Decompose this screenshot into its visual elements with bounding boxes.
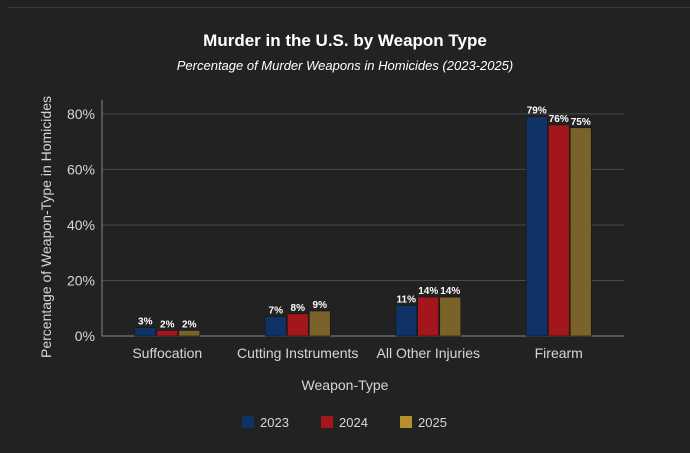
data-label: 11% [397, 294, 417, 305]
bar-2023-cutting-instruments [264, 316, 287, 337]
data-label: 7% [269, 306, 284, 317]
data-label: 3% [138, 317, 153, 328]
bar-2025-cutting-instruments [308, 310, 331, 337]
chart-title: Murder in the U.S. by Weapon Type [203, 31, 487, 50]
y-tick-label: 60% [67, 161, 95, 177]
data-label: 14% [418, 286, 438, 297]
data-label: 75% [571, 117, 591, 128]
bar-2023-suffocation [134, 327, 157, 337]
data-labels: 3% 2% 2%7% 8% 9%11%14% 14%79%76% 75% [138, 106, 591, 331]
chart-subtitle: Percentage of Murder Weapons in Homicide… [177, 58, 514, 73]
y-tick-label: 20% [67, 272, 95, 288]
bar-2023-firearm [525, 116, 548, 337]
y-tick-label: 40% [67, 217, 95, 233]
y-tick-label: 80% [67, 106, 95, 122]
x-axis-title: Weapon-Type [302, 377, 389, 393]
bar-2025-suffocation [178, 330, 201, 337]
legend-swatch-2025 [400, 416, 412, 428]
data-label: 14% [440, 286, 460, 297]
y-axis-title: Percentage of Weapon-Type in Homicides [38, 96, 54, 358]
data-label: 79% [527, 106, 547, 117]
bar-2023-all-other-injuries [395, 305, 418, 337]
legend-label-2025: 2025 [418, 415, 447, 430]
bars [134, 116, 592, 337]
y-axis-ticks: 0% 20% 40% 60% 80% [67, 106, 95, 344]
legend-swatch-2023 [242, 416, 254, 428]
x-tick-label: Cutting Instruments [237, 345, 358, 361]
bar-2025-firearm [569, 127, 592, 337]
bar-2025-all-other-injuries [439, 296, 462, 337]
legend: 2023 2024 2025 [242, 415, 447, 430]
x-tick-label: All Other Injuries [377, 345, 480, 361]
legend-label-2023: 2023 [260, 415, 289, 430]
bar-2024-all-other-injuries [417, 296, 440, 337]
x-tick-label: Suffocation [132, 345, 202, 361]
x-axis-ticks: Suffocation Cutting Instruments All Other … [132, 345, 583, 361]
data-label: 9% [313, 300, 328, 311]
legend-label-2024: 2024 [339, 415, 368, 430]
data-label: 76% [549, 114, 569, 125]
data-label: 8% [291, 303, 306, 314]
top-divider [8, 7, 690, 8]
y-tick-label: 0% [75, 328, 95, 344]
bar-2024-cutting-instruments [286, 313, 309, 337]
legend-swatch-2024 [321, 416, 333, 428]
bar-2024-suffocation [156, 330, 179, 337]
data-label: 2% [160, 319, 175, 330]
data-label: 2% [182, 319, 197, 330]
x-tick-label: Firearm [535, 345, 583, 361]
bar-2024-firearm [547, 124, 570, 337]
